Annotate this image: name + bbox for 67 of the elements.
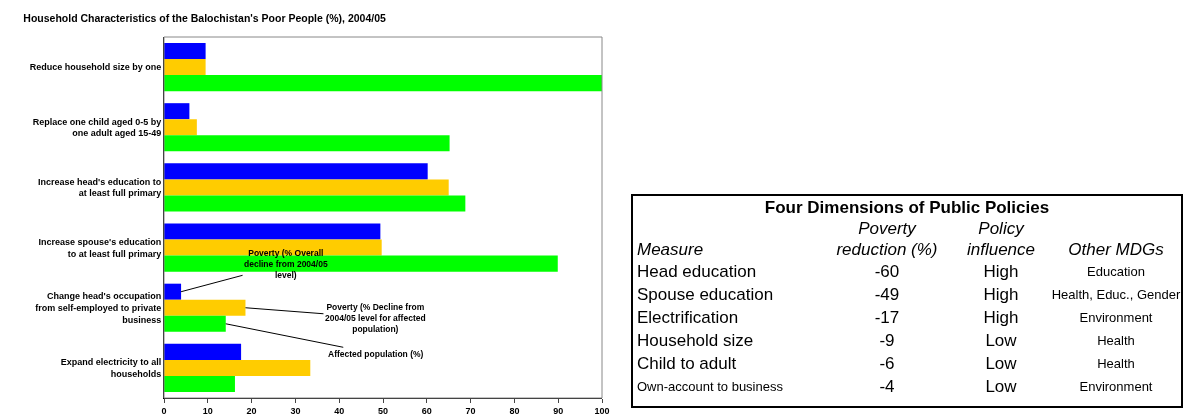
text: -6 [878, 353, 896, 375]
x-tick-label: 90 [553, 405, 564, 416]
text: Environment [1078, 309, 1154, 327]
text: Affected population (%) [328, 349, 424, 359]
text: Health [1096, 355, 1136, 373]
x-tick-label: 50 [377, 405, 389, 416]
text: High [982, 284, 1020, 306]
bar [164, 299, 246, 316]
y-tick-label: Change head's occupation from self-employed to private business [35, 291, 162, 325]
x-tick-label: 80 [509, 405, 520, 416]
x-tick-label: 10 [202, 405, 213, 416]
text: -9 [878, 330, 896, 352]
bar [164, 343, 242, 360]
bar [164, 163, 428, 180]
text: -4 [878, 376, 896, 398]
text: Low [984, 353, 1018, 375]
y-tick-label: Increase spouse's education to at least full primary [38, 236, 162, 259]
text: Poverty (% Decline from 2004/05 level for affected population) [325, 302, 426, 335]
text: Education [1086, 263, 1146, 281]
x-tick-label: 40 [334, 405, 345, 416]
bar [164, 119, 197, 136]
bar [164, 43, 206, 60]
x-tick-label: 70 [465, 405, 476, 416]
text: Environment [1078, 378, 1154, 396]
text: Low [984, 376, 1018, 398]
text: Health, Educ., Gender [1051, 286, 1181, 304]
x-tick-label: 60 [421, 405, 432, 416]
y-tick-label: Increase head's education to at least full primary [38, 176, 162, 199]
bar [164, 223, 381, 240]
text: High [982, 261, 1020, 283]
text: -49 [873, 284, 901, 306]
text: -17 [873, 307, 901, 329]
text: Household size [636, 330, 755, 352]
y-tick-label: Replace one child aged 0-5 by one adult aged 15-49 [32, 116, 162, 139]
text: Other MDGs [1067, 239, 1165, 260]
text: Measure [636, 239, 705, 260]
bar [164, 315, 226, 332]
text: Own-account to business [636, 378, 784, 396]
text: -60 [873, 261, 901, 283]
x-tick-label: 0 [161, 405, 167, 416]
y-tick-label: Expand electricity to all households [60, 357, 162, 379]
bar [164, 75, 602, 92]
text: Low [984, 330, 1018, 352]
bar [164, 103, 190, 120]
bar [164, 179, 449, 196]
text: Spouse education [636, 284, 775, 306]
bar [164, 135, 450, 152]
text: Electrification [636, 307, 740, 329]
chart-title: Household Characteristics of the Balochistan's Poor People (%), 2004/05 [23, 11, 387, 24]
text: High [982, 307, 1020, 329]
x-tick-label: 100 [594, 405, 610, 416]
text: Head education [636, 261, 758, 283]
bar [164, 375, 235, 392]
x-tick-label: 30 [290, 405, 301, 416]
x-tick-label: 20 [246, 405, 257, 416]
text: Four Dimensions of Public Policies [763, 198, 1051, 218]
bar [164, 239, 382, 256]
y-tick-label: Reduce household size by one [29, 62, 162, 73]
series-label: Poverty (% Overall decline from 2004/05 level) [244, 248, 328, 281]
bar [164, 195, 466, 212]
text: Policy influence [965, 218, 1037, 260]
text: Child to adult [636, 353, 738, 375]
bar [164, 283, 182, 300]
bar [164, 359, 311, 376]
bar [164, 59, 206, 76]
text: Health [1096, 332, 1136, 350]
text: Poverty reduction (%) [835, 218, 939, 260]
